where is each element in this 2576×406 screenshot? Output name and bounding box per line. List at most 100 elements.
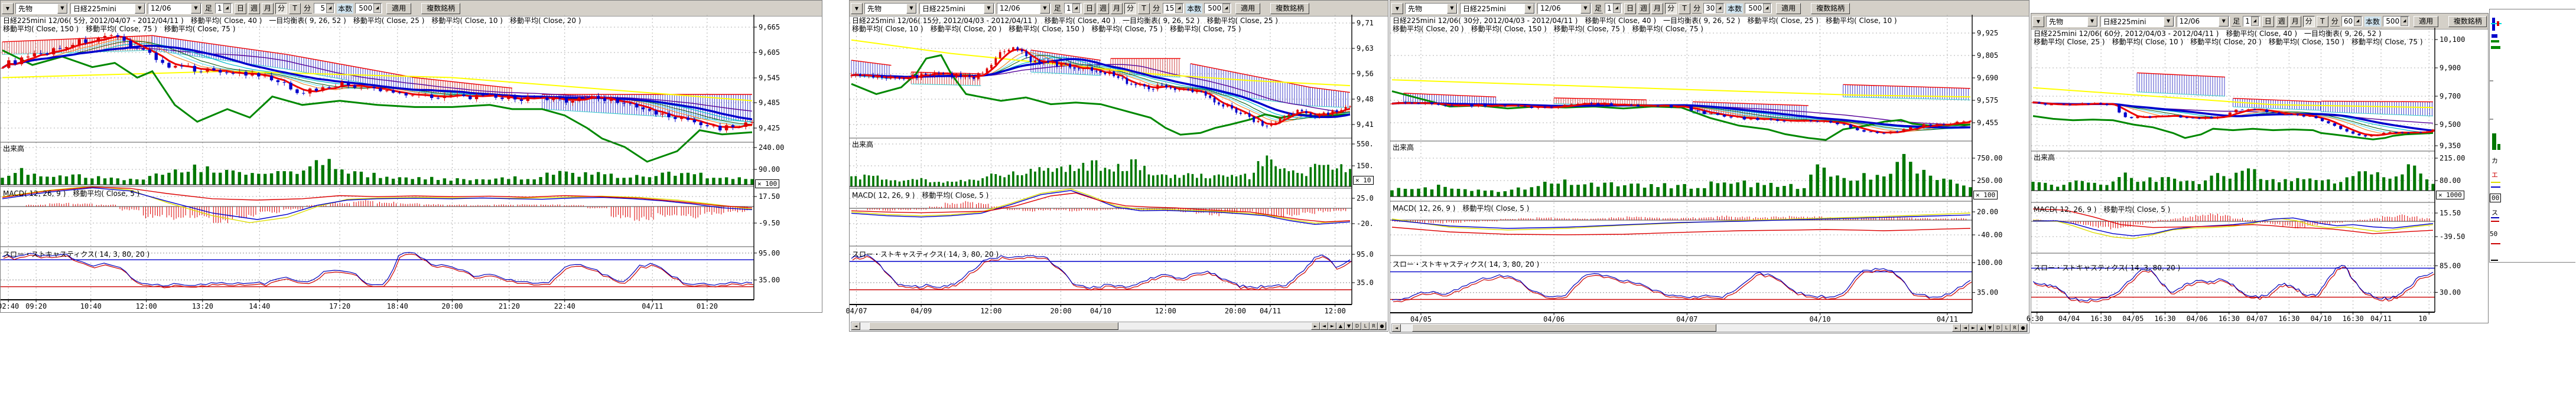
symbol-dropdown[interactable]: 日経225mini ▼ xyxy=(1460,2,1536,14)
symbol-dropdown[interactable]: 日経225mini ▼ xyxy=(919,2,995,14)
spin-icon[interactable]: ◢ xyxy=(2401,17,2409,26)
day-button[interactable]: 日 xyxy=(1084,2,1096,14)
spin-icon[interactable]: ◢ xyxy=(373,4,382,13)
chevron-down-icon[interactable]: ▼ xyxy=(1447,3,1457,14)
chart-tool-button-4[interactable]: D xyxy=(1353,322,1361,330)
category-dropdown[interactable]: 先物 ▼ xyxy=(15,2,69,14)
multi-symbol-button[interactable]: 複数銘柄 xyxy=(421,2,461,14)
chart-tool-button-0[interactable]: ◄ xyxy=(1961,324,1969,332)
count-value-field[interactable]: 500 ◢ xyxy=(2382,16,2410,27)
spin-icon[interactable]: ◢ xyxy=(326,4,334,13)
chart-tool-button-3[interactable]: ▼ xyxy=(1986,324,1994,332)
apply-button[interactable]: 適用 xyxy=(1776,2,1801,14)
week-button[interactable]: 週 xyxy=(1097,2,1110,14)
spin-icon[interactable]: ◢ xyxy=(223,4,231,13)
chevron-down-icon[interactable]: ▼ xyxy=(191,3,201,14)
window-dropdown-button[interactable]: ▼ xyxy=(1391,2,1403,14)
count-value-field[interactable]: 500 ◢ xyxy=(355,3,383,14)
spin-icon[interactable]: ◢ xyxy=(1072,4,1080,13)
week-button[interactable]: 週 xyxy=(2275,15,2288,27)
apply-button[interactable]: 適用 xyxy=(2414,15,2438,27)
chevron-down-icon[interactable]: ▼ xyxy=(135,3,145,14)
spin-icon[interactable]: ◢ xyxy=(1612,4,1621,13)
window-dropdown-button[interactable]: ▼ xyxy=(2,2,14,14)
tick-button[interactable]: T xyxy=(1138,2,1150,14)
scroll-right-button[interactable]: ► xyxy=(1311,322,1320,330)
multi-symbol-button[interactable]: 複数銘柄 xyxy=(1811,2,1850,14)
spin-icon[interactable]: ◢ xyxy=(1763,4,1771,13)
chart-tool-button-1[interactable]: ► xyxy=(1328,322,1336,330)
minute-value-field[interactable]: 30 ◢ xyxy=(1703,3,1725,14)
count-value-field[interactable]: 500 ◢ xyxy=(1204,3,1232,14)
minute-value-field[interactable]: 5 ◢ xyxy=(314,3,336,14)
spin-icon[interactable]: ◢ xyxy=(1716,4,1724,13)
scroll-left-button[interactable]: ◄ xyxy=(851,322,860,330)
tick-button[interactable]: T xyxy=(2316,15,2328,27)
day-button[interactable]: 日 xyxy=(2262,15,2274,27)
chart-tool-button-5[interactable]: L xyxy=(1361,322,1370,330)
chart-tool-button-7[interactable]: ● xyxy=(2019,324,2027,332)
scrollbar-track[interactable] xyxy=(1401,324,1952,332)
chevron-down-icon[interactable]: ▼ xyxy=(1580,3,1591,14)
minute-button[interactable]: 分 xyxy=(275,2,288,14)
apply-button[interactable]: 適用 xyxy=(1235,2,1261,14)
interval-one-field[interactable]: 1 ◢ xyxy=(215,3,233,14)
minute-button[interactable]: 分 xyxy=(2302,15,2315,27)
chart-tool-button-0[interactable]: ◄ xyxy=(1320,322,1328,330)
month-button[interactable]: 月 xyxy=(2289,15,2301,27)
category-dropdown[interactable]: 先物 ▼ xyxy=(1405,2,1458,14)
scroll-left-button[interactable]: ◄ xyxy=(1392,324,1401,332)
category-dropdown[interactable]: 先物 ▼ xyxy=(864,2,918,14)
chevron-down-icon[interactable]: ▼ xyxy=(1524,3,1534,14)
interval-one-field[interactable]: 1 ◢ xyxy=(1605,3,1623,14)
multi-symbol-button[interactable]: 複数銘柄 xyxy=(1270,2,1310,14)
horizontal-scrollbar[interactable]: ◄ ► ◄ ► ▲ ▼ D L R ● xyxy=(851,322,1387,330)
contract-dropdown[interactable]: 12/06 ▼ xyxy=(2176,15,2230,27)
scrollbar-thumb[interactable] xyxy=(869,322,1118,330)
chevron-down-icon[interactable]: ▼ xyxy=(2219,16,2229,27)
chart-tool-button-2[interactable]: ▲ xyxy=(1336,322,1345,330)
week-button[interactable]: 週 xyxy=(1638,2,1650,14)
day-button[interactable]: 日 xyxy=(235,2,247,14)
chart-tool-button-5[interactable]: L xyxy=(2002,324,2011,332)
count-value-field[interactable]: 500 ◢ xyxy=(1745,3,1772,14)
symbol-dropdown[interactable]: 日経225mini ▼ xyxy=(70,2,146,14)
chevron-down-icon[interactable]: ▼ xyxy=(57,3,67,14)
chart-tool-button-4[interactable]: D xyxy=(1994,324,2002,332)
contract-dropdown[interactable]: 12/06 ▼ xyxy=(997,2,1051,14)
minute-value-field[interactable]: 15 ◢ xyxy=(1163,3,1185,14)
chart-tool-button-7[interactable]: ● xyxy=(1378,322,1386,330)
chart-tool-button-3[interactable]: ▼ xyxy=(1345,322,1353,330)
chevron-down-icon[interactable]: ▼ xyxy=(984,3,994,14)
chevron-down-icon[interactable]: ▼ xyxy=(906,3,916,14)
chart-tool-button-2[interactable]: ▲ xyxy=(1977,324,1986,332)
horizontal-scrollbar[interactable]: ◄ ► ◄ ► ▲ ▼ D L R ● xyxy=(1391,323,2028,332)
scrollbar-track[interactable] xyxy=(860,322,1311,330)
minute-button[interactable]: 分 xyxy=(1665,2,1677,14)
window-dropdown-button[interactable]: ▼ xyxy=(851,2,863,14)
day-button[interactable]: 日 xyxy=(1624,2,1637,14)
spin-icon[interactable]: ◢ xyxy=(2250,17,2259,26)
spin-icon[interactable]: ◢ xyxy=(1222,4,1231,13)
chart-tool-button-1[interactable]: ► xyxy=(1969,324,1977,332)
tick-button[interactable]: T xyxy=(289,2,301,14)
apply-button[interactable]: 適用 xyxy=(386,2,412,14)
scrollbar-thumb[interactable] xyxy=(1411,324,1716,332)
chart-tool-button-6[interactable]: R xyxy=(2011,324,2019,332)
window-dropdown-button[interactable]: ▼ xyxy=(2032,15,2044,27)
month-button[interactable]: 月 xyxy=(1111,2,1123,14)
contract-dropdown[interactable]: 12/06 ▼ xyxy=(1537,2,1592,14)
contract-dropdown[interactable]: 12/06 ▼ xyxy=(148,2,202,14)
minute-value-field[interactable]: 60 ◢ xyxy=(2341,16,2363,27)
symbol-dropdown[interactable]: 日経225mini ▼ xyxy=(2100,15,2175,27)
spin-icon[interactable]: ◢ xyxy=(2354,17,2362,26)
chevron-down-icon[interactable]: ▼ xyxy=(1040,3,1050,14)
minute-button[interactable]: 分 xyxy=(1124,2,1137,14)
interval-one-field[interactable]: 1 ◢ xyxy=(2243,16,2260,27)
category-dropdown[interactable]: 先物 ▼ xyxy=(2046,15,2099,27)
tick-button[interactable]: T xyxy=(1679,2,1691,14)
multi-symbol-button[interactable]: 複数銘柄 xyxy=(2448,15,2487,27)
month-button[interactable]: 月 xyxy=(1651,2,1664,14)
spin-icon[interactable]: ◢ xyxy=(1175,4,1183,13)
month-button[interactable]: 月 xyxy=(262,2,274,14)
